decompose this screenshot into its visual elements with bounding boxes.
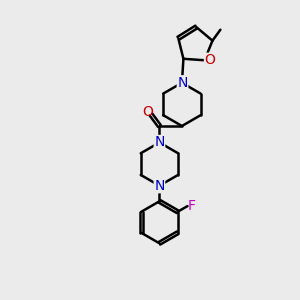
Text: F: F — [188, 199, 195, 213]
Text: O: O — [205, 53, 215, 67]
Text: N: N — [154, 136, 165, 149]
Text: N: N — [154, 179, 165, 193]
Text: O: O — [142, 105, 153, 119]
Text: N: N — [177, 76, 188, 90]
